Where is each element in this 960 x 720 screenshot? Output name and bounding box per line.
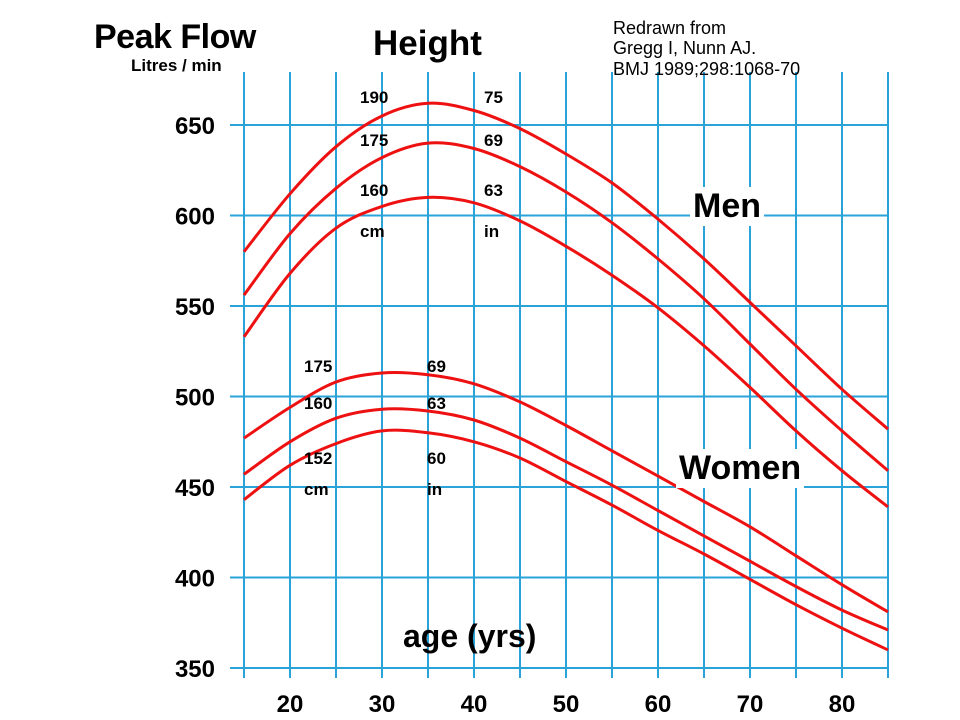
axes: 350 400 450 500 550 600 650 20 30 40 50 60 70 80: [175, 113, 855, 718]
y-tick-label: 350: [175, 656, 215, 683]
men-height-cm-label: 160: [360, 181, 388, 200]
women-height-cm-label: 160: [304, 394, 332, 413]
men-series-190cm-line: [242, 101, 889, 431]
credit-line: BMJ 1989;298:1068-70: [613, 59, 801, 79]
men-height-cm-label: 190: [360, 88, 388, 107]
y-tick-label: 450: [175, 475, 215, 502]
men-height-in-label: 69: [484, 131, 503, 150]
women-cm-unit-label: cm: [304, 480, 329, 499]
y-axis-units: Litres / min: [131, 56, 222, 75]
men-in-unit-label: in: [484, 222, 499, 241]
women-height-cm-label: 152: [304, 449, 332, 468]
credit-line: Gregg I, Nunn AJ.: [613, 38, 757, 58]
y-tick-label: 650: [175, 113, 215, 140]
women-height-cm-label: 175: [304, 357, 332, 376]
women-group-label: Women: [676, 449, 805, 488]
x-tick-label: 50: [553, 691, 580, 718]
men-cm-unit-label: cm: [360, 222, 385, 241]
men-series-175cm-line: [242, 141, 889, 472]
x-tick-label: 30: [369, 691, 396, 718]
x-tick-label: 80: [829, 691, 856, 718]
chart-title: Peak Flow: [94, 18, 256, 56]
height-labels: 190 75 175 69 160 63 cm in 175 69 160 63 152 60 cm in: [304, 88, 503, 499]
series-lines: [242, 101, 889, 652]
women-height-in-label: 69: [427, 357, 446, 376]
x-tick-label: 40: [461, 691, 488, 718]
men-height-in-label: 63: [484, 181, 503, 200]
y-tick-label: 550: [175, 294, 215, 321]
women-series-152cm-line: [243, 428, 889, 652]
men-series-160cm-line: [242, 195, 889, 509]
x-tick-label: 20: [277, 691, 304, 718]
x-tick-label: 60: [645, 691, 672, 718]
x-tick-label: 70: [737, 691, 764, 718]
y-tick-label: 600: [175, 204, 215, 231]
grid: [230, 72, 889, 678]
women-height-in-label: 60: [427, 449, 446, 468]
credit-line: Redrawn from: [613, 18, 727, 38]
women-height-in-label: 63: [427, 394, 446, 413]
y-tick-label: 500: [175, 385, 215, 412]
men-height-in-label: 75: [484, 88, 503, 107]
women-series-175cm-line: [243, 371, 889, 614]
x-axis-title: age (yrs): [403, 618, 537, 654]
women-series-160cm-line: [243, 407, 889, 632]
y-tick-label: 400: [175, 566, 215, 593]
women-in-unit-label: in: [427, 480, 442, 499]
men-height-cm-label: 175: [360, 131, 388, 150]
men-group-label: Men: [690, 187, 764, 226]
height-heading: Height: [373, 24, 482, 63]
